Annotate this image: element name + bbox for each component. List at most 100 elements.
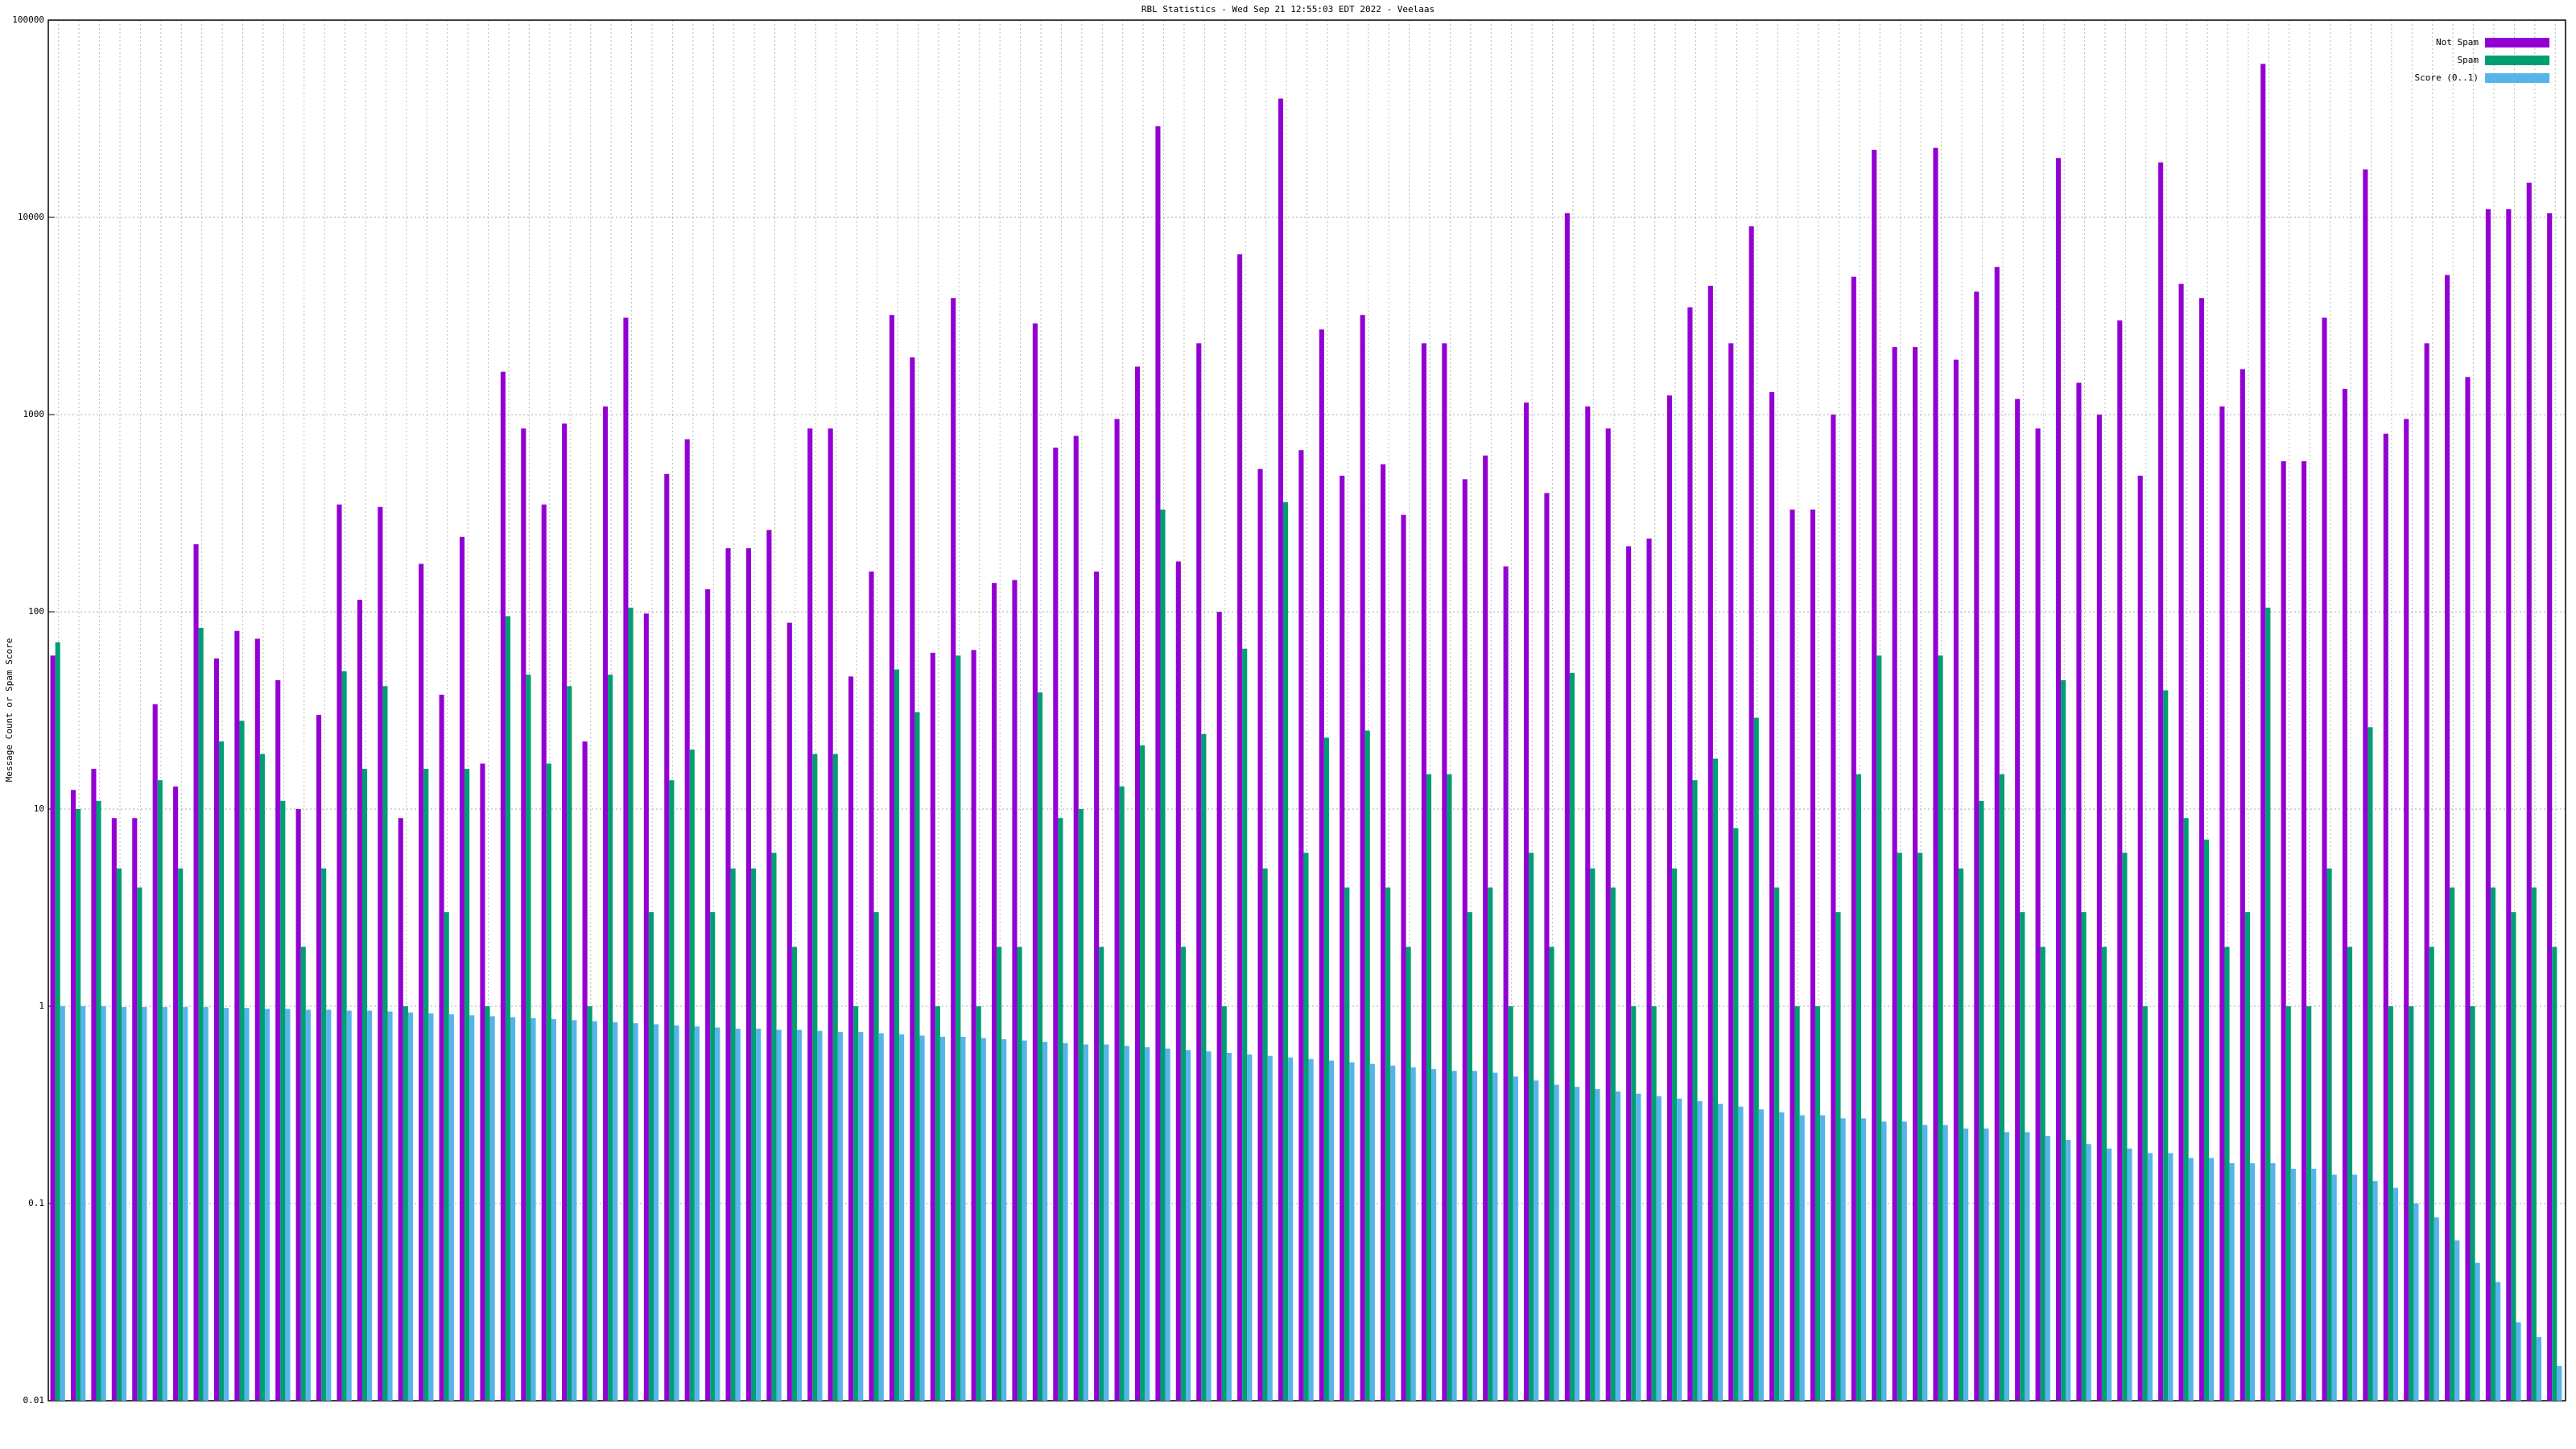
bar xyxy=(122,1007,127,1401)
bar xyxy=(1323,737,1329,1401)
bar xyxy=(1831,415,1836,1401)
bar xyxy=(1114,419,1120,1401)
bar xyxy=(1901,1121,1907,1401)
bar xyxy=(1165,1048,1170,1401)
bar xyxy=(2490,887,2496,1401)
bar xyxy=(873,912,879,1401)
bar xyxy=(1994,266,2000,1401)
bar xyxy=(50,655,56,1401)
bar xyxy=(2004,1132,2010,1401)
bar xyxy=(858,1032,864,1401)
bar xyxy=(1134,366,1141,1401)
bar xyxy=(1503,566,1509,1401)
bar xyxy=(930,652,935,1401)
bar xyxy=(684,439,690,1401)
bar xyxy=(1707,285,1713,1402)
bar xyxy=(2526,182,2532,1401)
bar xyxy=(980,1038,986,1401)
bar xyxy=(1758,1109,1764,1401)
bar xyxy=(1794,1006,1800,1401)
bar xyxy=(1666,395,1673,1401)
bar xyxy=(894,669,900,1401)
bar xyxy=(817,1030,823,1401)
bar xyxy=(2424,343,2429,1401)
bar xyxy=(1242,648,1248,1401)
bar xyxy=(991,583,997,1401)
bar xyxy=(869,571,874,1401)
bar xyxy=(2158,162,2164,1402)
bar xyxy=(2552,947,2557,1401)
bar xyxy=(1344,887,1350,1401)
bar xyxy=(2281,460,2286,1401)
bar xyxy=(1963,1128,1969,1401)
legend-label: Spam xyxy=(2458,55,2479,65)
bar xyxy=(828,428,833,1401)
bar xyxy=(1410,1067,1416,1401)
y-tick-label: 0.1 xyxy=(28,1198,44,1208)
bar xyxy=(1390,1065,1396,1401)
bar xyxy=(2285,1006,2291,1401)
bar xyxy=(239,720,245,1401)
bar xyxy=(1820,1115,1826,1401)
bar xyxy=(1677,1098,1682,1401)
bar xyxy=(2035,428,2041,1401)
bar xyxy=(1221,1006,1227,1401)
bar xyxy=(367,1010,373,1401)
bar xyxy=(1160,509,1166,1401)
bar xyxy=(464,768,470,1401)
bar xyxy=(1529,852,1534,1401)
bar xyxy=(162,1007,167,1401)
bar xyxy=(2454,1240,2460,1401)
legend-label: Not Spam xyxy=(2436,37,2479,47)
bar xyxy=(1569,672,1575,1401)
bar xyxy=(387,1011,393,1401)
bar xyxy=(756,1028,762,1401)
bar xyxy=(526,675,531,1401)
bar xyxy=(1369,1063,1375,1401)
bar xyxy=(837,1032,843,1401)
bar xyxy=(530,1018,536,1401)
bar xyxy=(1472,1071,1478,1401)
bar xyxy=(1626,546,1632,1402)
bar xyxy=(55,642,60,1401)
legend-swatch xyxy=(2485,73,2549,83)
bar xyxy=(1938,655,1943,1401)
bar xyxy=(689,749,695,1401)
bar xyxy=(1216,612,1222,1401)
bar xyxy=(2536,1337,2542,1401)
bar xyxy=(2557,1365,2562,1401)
bar xyxy=(96,800,101,1401)
bar xyxy=(725,548,731,1401)
bar xyxy=(1206,1051,1212,1401)
bar xyxy=(2270,1162,2276,1401)
bar xyxy=(1733,828,1739,1401)
bar xyxy=(1278,98,1284,1401)
bar xyxy=(1554,1084,1559,1401)
bar xyxy=(1651,1006,1657,1401)
bar xyxy=(439,694,444,1401)
bar xyxy=(1549,947,1554,1401)
bar xyxy=(137,887,142,1401)
bar xyxy=(1918,852,1923,1401)
bar xyxy=(648,912,654,1401)
bar xyxy=(1073,436,1079,1402)
bar xyxy=(1406,947,1411,1401)
bar xyxy=(2096,415,2102,1401)
bar xyxy=(1799,1115,1805,1401)
bar xyxy=(1155,126,1161,1401)
bar xyxy=(1124,1046,1129,1401)
bar xyxy=(2061,679,2066,1401)
bar xyxy=(1340,475,1345,1401)
bar xyxy=(346,1010,352,1401)
bar xyxy=(1595,1088,1600,1401)
bar xyxy=(766,530,772,1401)
bar xyxy=(2260,64,2266,1402)
bar xyxy=(935,1006,940,1401)
bar xyxy=(674,1025,679,1401)
bar xyxy=(1913,347,1918,1401)
bar xyxy=(2015,398,2021,1401)
bar xyxy=(2178,283,2184,1402)
bar xyxy=(1442,343,1447,1401)
bar xyxy=(1933,147,1938,1401)
bar xyxy=(1753,717,1759,1401)
